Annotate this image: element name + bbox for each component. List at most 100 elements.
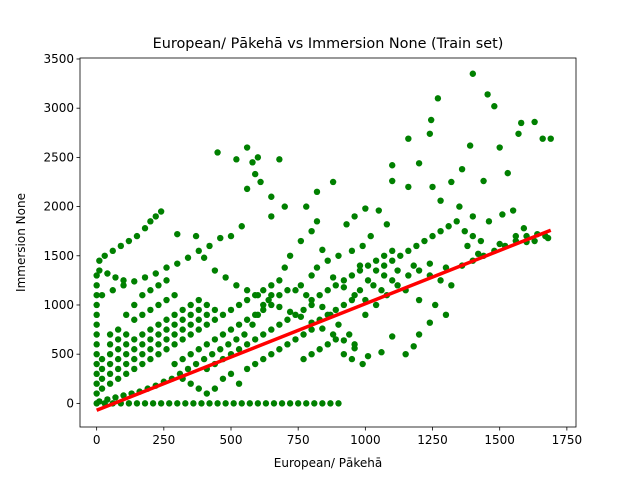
data-point: [152, 213, 159, 220]
data-point: [187, 301, 194, 309]
data-point: [284, 341, 291, 348]
data-point: [372, 257, 380, 264]
data-point: [251, 170, 259, 178]
data-point: [426, 260, 434, 267]
data-point: [332, 282, 339, 289]
y-tick-label: 500: [51, 347, 74, 361]
x-axis-ticks: 0 250 500 750 1000 1250 1500 1750: [93, 427, 582, 447]
data-point: [539, 135, 546, 142]
data-point: [203, 390, 211, 397]
data-point: [324, 287, 331, 294]
data-point: [171, 331, 178, 338]
data-point: [531, 118, 538, 126]
data-point: [123, 331, 130, 338]
data-point: [195, 306, 202, 314]
data-point: [131, 316, 138, 323]
data-point: [456, 203, 463, 210]
data-point: [313, 218, 321, 225]
data-point: [93, 282, 100, 289]
x-tick-label: 1000: [350, 433, 381, 447]
data-point: [195, 346, 202, 353]
data-point: [195, 296, 202, 304]
data-point: [171, 291, 178, 299]
data-point: [125, 237, 133, 245]
data-point: [227, 326, 235, 333]
data-point: [359, 242, 366, 250]
data-point: [270, 400, 278, 407]
data-point: [297, 313, 305, 320]
data-point: [458, 165, 466, 173]
data-point: [504, 169, 511, 177]
data-point: [335, 252, 342, 259]
data-point: [171, 311, 178, 319]
data-point: [496, 144, 503, 151]
data-point: [227, 370, 235, 378]
data-point: [405, 247, 412, 255]
data-point: [93, 370, 100, 378]
data-point: [437, 277, 444, 284]
data-point: [93, 301, 100, 309]
data-point: [421, 237, 428, 245]
data-point: [429, 183, 436, 191]
data-point: [346, 331, 353, 338]
data-point: [114, 336, 122, 343]
data-point: [485, 218, 493, 225]
data-point: [93, 360, 100, 368]
data-point: [211, 336, 219, 343]
data-point: [235, 321, 243, 328]
data-point: [200, 254, 208, 261]
data-point: [480, 177, 487, 185]
data-point: [547, 135, 554, 142]
data-point: [114, 346, 122, 353]
data-point: [182, 400, 189, 407]
data-point: [206, 400, 213, 407]
x-tick-label: 500: [220, 433, 243, 447]
data-point: [123, 370, 130, 378]
data-point: [93, 321, 100, 328]
data-point: [260, 287, 267, 294]
data-point: [356, 267, 364, 274]
data-point: [466, 142, 474, 149]
data-point: [203, 321, 211, 328]
data-point: [120, 277, 127, 284]
data-point: [184, 365, 192, 373]
data-point: [319, 303, 326, 311]
data-point: [219, 375, 227, 382]
data-point: [348, 247, 356, 255]
data-point: [104, 270, 111, 277]
data-point: [114, 365, 122, 373]
data-point: [131, 365, 138, 373]
data-point: [367, 232, 374, 240]
data-point: [163, 326, 170, 333]
data-point: [249, 321, 256, 328]
data-point: [509, 207, 517, 214]
data-point: [98, 375, 106, 382]
data-point: [179, 355, 186, 363]
data-point: [112, 274, 119, 281]
data-point: [147, 306, 154, 314]
data-point: [260, 306, 267, 314]
data-point: [163, 346, 170, 353]
data-point: [200, 355, 208, 363]
data-point: [203, 301, 211, 309]
data-point: [243, 287, 251, 294]
data-point: [171, 341, 178, 348]
data-point: [209, 350, 216, 358]
data-point: [362, 311, 369, 319]
data-point: [343, 221, 350, 228]
data-point: [171, 321, 178, 328]
data-point: [254, 400, 262, 407]
data-point: [262, 400, 270, 407]
data-point: [427, 116, 435, 124]
data-point: [432, 301, 439, 309]
data-point: [235, 301, 243, 309]
data-point: [335, 400, 342, 407]
data-point: [157, 400, 165, 407]
data-point: [260, 301, 267, 309]
data-point: [313, 188, 321, 196]
data-point: [251, 360, 259, 368]
data-point: [359, 360, 366, 368]
plot-area: [93, 70, 554, 412]
data-point: [484, 91, 491, 98]
data-point: [141, 400, 149, 407]
